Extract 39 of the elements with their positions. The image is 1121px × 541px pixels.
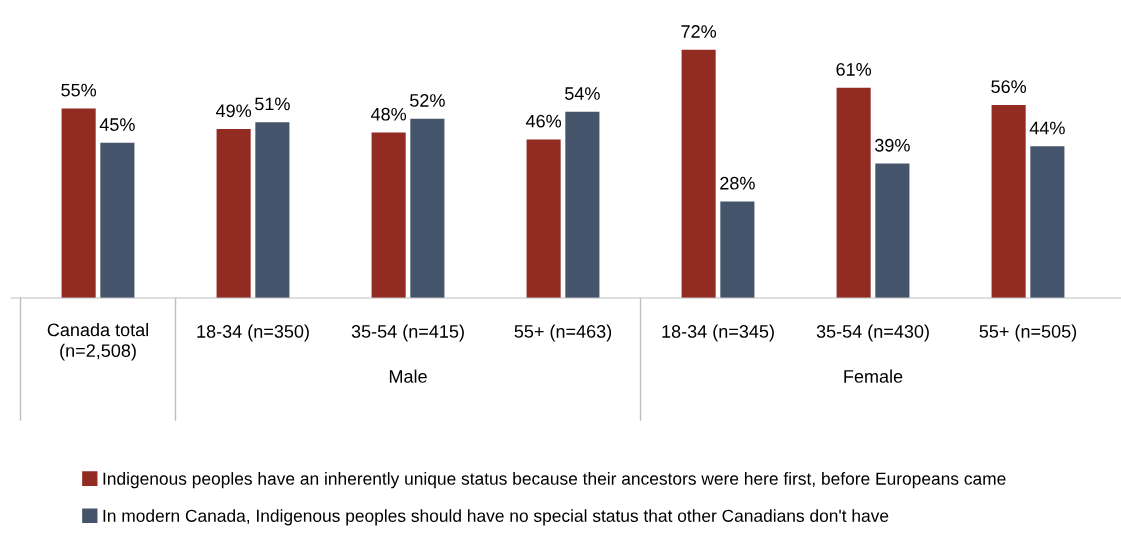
bar [681, 49, 716, 298]
bar [991, 104, 1026, 298]
bar [255, 122, 290, 298]
data-label: 49% [215, 104, 252, 118]
x-tick-label: 18-34 (n=350) [197, 324, 309, 342]
text: Female [844, 369, 903, 383]
data-label: 52% [410, 94, 445, 107]
bar [565, 111, 600, 298]
data-label: 44% [1029, 121, 1065, 135]
bar [100, 142, 135, 298]
data-label: 45% [99, 118, 135, 131]
bar [875, 163, 910, 298]
data-label: 48% [370, 107, 407, 121]
bar [836, 87, 871, 298]
bar [61, 108, 96, 298]
x-tick-label: 55+ (n=463) [514, 324, 612, 342]
data-label: 54% [565, 87, 600, 100]
bar [1030, 146, 1065, 298]
data-label: 39% [875, 138, 910, 152]
x-tick-label: Canada total (n=2,508) [47, 323, 148, 361]
data-label: 55% [61, 83, 97, 97]
bar [410, 118, 445, 298]
data-label: 72% [681, 25, 717, 38]
data-label: 51% [255, 97, 290, 111]
bar [720, 201, 755, 298]
legend-label: Indigenous peoples have an inherently unique status because their ancestors were here first, before Europeans came [103, 472, 1006, 489]
bar [371, 132, 406, 298]
bar [526, 139, 561, 298]
text: Male [389, 369, 427, 383]
data-label: 28% [720, 176, 755, 190]
x-tick-label: 55+ (n=505) [979, 324, 1077, 342]
x-tick-label: 18-34 (n=345) [662, 324, 774, 342]
x-tick-label: 35-54 (n=415) [351, 324, 464, 342]
data-label: 56% [991, 80, 1027, 94]
data-label: 61% [836, 63, 872, 76]
x-tick-label: 35-54 (n=430) [816, 324, 929, 342]
legend-label: In modern Canada, Indigenous peoples should have no special status that other Canadians don't have [103, 509, 889, 526]
data-label: 46% [525, 114, 562, 128]
bar [216, 129, 251, 298]
